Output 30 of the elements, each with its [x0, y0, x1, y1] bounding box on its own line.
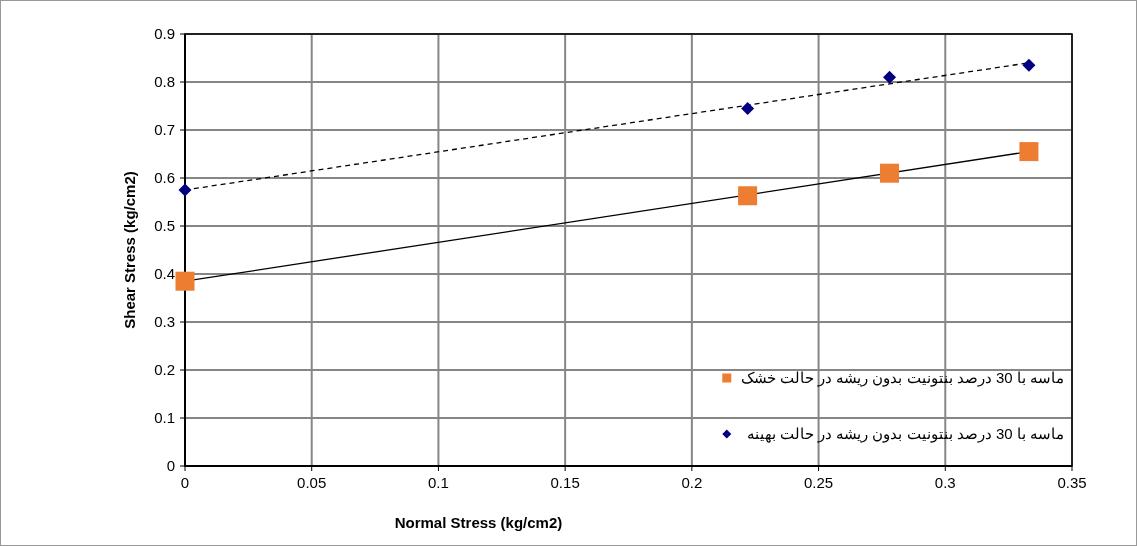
y-axis-title: Shear Stress (kg/cm2)	[121, 171, 138, 329]
point	[883, 70, 897, 84]
x-tick-label: 0.25	[803, 474, 834, 491]
legend-label: ماسه با 30 درصد بنتونیت بدون ریشه در حالت خشک	[740, 369, 1064, 387]
y-tick-label: 0	[166, 457, 175, 474]
legend-label: ماسه با 30 درصد بنتونیت بدون ریشه در حالت بهینه	[746, 425, 1064, 443]
y-tick-label: 0.5	[154, 217, 175, 234]
point	[175, 271, 195, 291]
point	[880, 163, 900, 183]
y-tick-label: 0.4	[154, 265, 175, 282]
x-axis-title: Normal Stress (kg/cm2)	[394, 514, 563, 531]
y-tick-label: 0.7	[154, 121, 175, 138]
x-tick-label: 0.2	[681, 474, 703, 491]
x-tick-label: 0.3	[934, 474, 956, 491]
point	[1019, 142, 1039, 162]
y-tick-label: 0.9	[154, 25, 175, 42]
point	[1022, 58, 1036, 72]
y-tick-label: 0.1	[154, 409, 175, 426]
x-tick-label: 0	[180, 474, 190, 491]
point	[178, 183, 192, 197]
y-tick-label: 0.2	[154, 361, 175, 378]
x-tick-label: 0.35	[1057, 474, 1087, 491]
point	[741, 101, 755, 115]
y-tick-label: 0.3	[154, 313, 175, 330]
x-tick-label: 0.15	[550, 474, 580, 491]
x-tick-label: 0.05	[297, 474, 327, 491]
y-tick-label: 0.8	[154, 73, 175, 90]
y-tick-label: 0.6	[154, 169, 175, 186]
point	[738, 186, 758, 206]
x-tick-label: 0.1	[428, 474, 449, 491]
